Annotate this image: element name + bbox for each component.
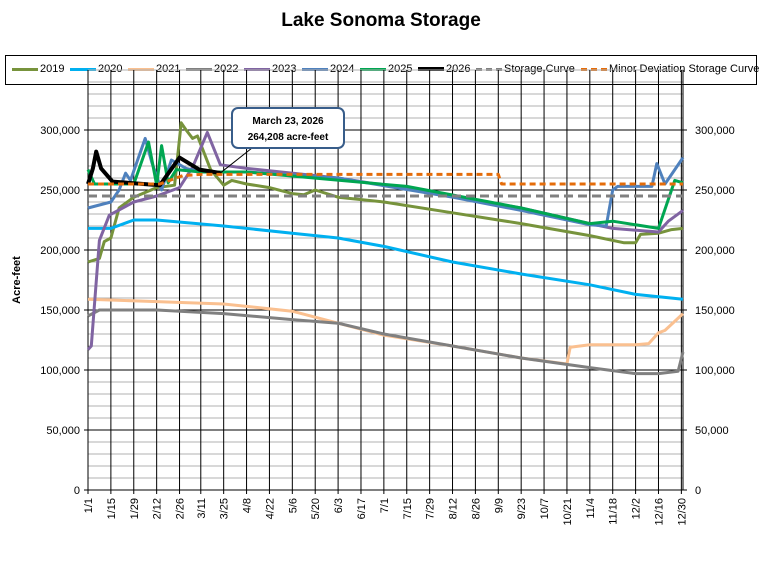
x-tick-label: 9/9: [493, 498, 505, 513]
x-tick-label: 5/20: [310, 498, 322, 519]
legend-label: 2020: [98, 63, 123, 75]
legend-swatch: [186, 67, 212, 71]
x-tick-label: 8/26: [470, 498, 482, 519]
series-line-2020: [88, 218, 684, 301]
legend-swatch: [360, 67, 386, 71]
x-tick-label: 7/15: [402, 498, 414, 519]
y-tick-label-left: 50,000: [46, 425, 80, 437]
legend-item: 2021: [128, 63, 180, 75]
y-tick-label-right: 0: [695, 485, 701, 497]
legend: 2019 2020 2021 2022 2023 2024 2025 2026 Storage …: [5, 55, 759, 85]
legend-label: 2022: [214, 63, 239, 75]
legend-label: 2019: [40, 63, 65, 75]
x-tick-label: 11/18: [608, 498, 620, 525]
legend-label: Storage Curve: [504, 63, 575, 75]
legend-item: 2022: [186, 63, 238, 75]
annotation-box: [231, 107, 345, 149]
legend-swatch: [476, 67, 502, 71]
annotation-value: 264,208 acre-feet: [248, 132, 329, 143]
legend-label: 2021: [156, 63, 181, 75]
legend-label: Minor Deviation Storage Curve: [609, 63, 760, 75]
x-tick-label: 12/16: [653, 498, 665, 526]
annotation-pointer: [220, 147, 253, 174]
y-tick-label-right: 150,000: [695, 305, 735, 317]
y-tick-label-left: 100,000: [40, 365, 80, 377]
series-line-2019: [87, 121, 684, 264]
legend-item: 2023: [244, 63, 296, 75]
x-tick-label: 10/7: [539, 498, 551, 519]
y-tick-label-left: 250,000: [40, 185, 80, 197]
x-tick-label: 7/1: [379, 498, 391, 513]
legend-item: Storage Curve: [476, 63, 575, 75]
legend-item: 2019: [12, 63, 64, 75]
x-tick-label: 2/12: [152, 498, 164, 519]
legend-swatch: [302, 67, 328, 71]
x-tick-label: 5/6: [287, 498, 299, 513]
series-line-2022: [87, 308, 685, 376]
x-tick-label: 10/21: [562, 498, 574, 526]
legend-swatch: [418, 67, 444, 72]
y-tick-label-left: 200,000: [40, 245, 80, 257]
y-tick-label-left: 150,000: [40, 305, 80, 317]
series-line-2026: [86, 149, 221, 188]
legend-swatch: [12, 67, 38, 71]
x-tick-label: 1/29: [129, 498, 141, 519]
x-tick-label: 4/8: [242, 498, 254, 513]
y-axis-label: Acre-feet: [11, 256, 23, 304]
legend-swatch: [244, 67, 270, 71]
x-tick-label: 3/25: [219, 498, 231, 519]
series-line-minor-deviation-storage-curve: [88, 172, 683, 186]
x-tick-label: 12/30: [676, 498, 688, 526]
x-tick-label: 8/12: [448, 498, 460, 519]
series-line-2025: [86, 140, 684, 230]
legend-swatch: [70, 67, 96, 71]
x-tick-label: 1/15: [106, 498, 118, 519]
y-tick-label-left: 0: [74, 485, 80, 497]
legend-label: 2024: [330, 63, 355, 75]
x-tick-label: 1/1: [83, 498, 95, 513]
legend-item: 2020: [70, 63, 122, 75]
legend-item: 2024: [302, 63, 354, 75]
x-tick-label: 12/2: [631, 498, 643, 519]
chart-title: Lake Sonoma Storage: [281, 10, 481, 31]
x-tick-label: 4/22: [264, 498, 276, 519]
x-tick-label: 3/11: [196, 498, 208, 519]
x-tick-label: 9/23: [516, 498, 528, 519]
x-tick-label: 6/3: [333, 498, 345, 513]
legend-label: 2023: [272, 63, 297, 75]
x-tick-label: 11/4: [585, 498, 597, 519]
x-tick-label: 6/17: [356, 498, 368, 519]
legend-item: Minor Deviation Storage Curve: [581, 63, 759, 75]
series-line-2021: [87, 297, 685, 366]
y-tick-label-right: 250,000: [695, 185, 735, 197]
legend-swatch: [581, 67, 607, 71]
y-tick-label-right: 100,000: [695, 365, 735, 377]
annotation-date: March 23, 2026: [252, 116, 324, 127]
y-tick-label-right: 300,000: [695, 125, 735, 137]
x-tick-label: 2/26: [175, 498, 187, 519]
legend-swatch: [128, 67, 154, 71]
y-tick-label-right: 50,000: [695, 425, 729, 437]
y-tick-label-left: 300,000: [40, 125, 80, 137]
series-line-2023: [86, 130, 684, 351]
x-tick-label: 7/29: [425, 498, 437, 519]
y-tick-label-right: 200,000: [695, 245, 735, 257]
